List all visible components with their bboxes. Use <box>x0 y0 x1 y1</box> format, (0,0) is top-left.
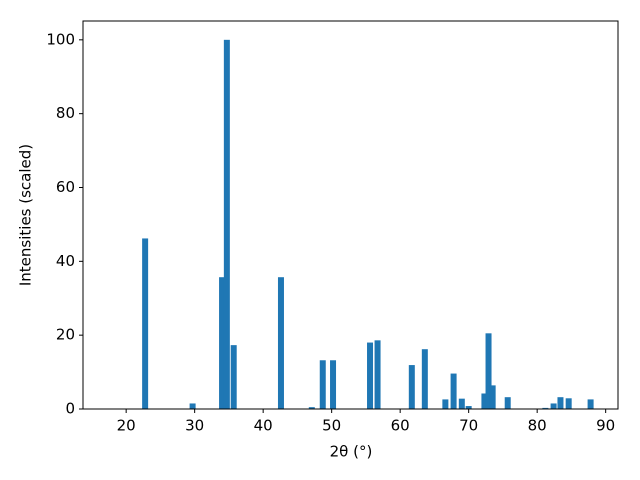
bar <box>408 365 415 409</box>
bar <box>223 39 230 409</box>
bar <box>485 333 492 409</box>
bar <box>374 340 381 409</box>
bar <box>481 393 488 409</box>
x-tick-label: 40 <box>254 417 273 435</box>
y-tick-label: 40 <box>56 252 75 270</box>
x-tick-label: 20 <box>117 417 136 435</box>
x-tick-label: 80 <box>528 417 547 435</box>
bar <box>465 406 472 409</box>
y-tick-label: 20 <box>56 326 75 344</box>
bar <box>308 407 315 409</box>
bar <box>450 373 457 409</box>
bar <box>319 360 326 409</box>
x-tick-label: 90 <box>596 417 615 435</box>
bar <box>421 349 428 409</box>
bar <box>565 398 572 409</box>
bar <box>550 403 557 409</box>
x-axis-label: 2θ (°) <box>330 443 373 461</box>
x-tick-label: 30 <box>185 417 204 435</box>
y-tick-label: 80 <box>56 104 75 122</box>
y-tick-label: 0 <box>65 400 75 418</box>
y-tick-label: 100 <box>46 30 75 48</box>
bar <box>458 398 465 409</box>
bar <box>219 277 226 409</box>
bar <box>442 399 449 409</box>
bar <box>542 407 549 409</box>
x-tick-label: 70 <box>459 417 478 435</box>
x-tick-label: 50 <box>322 417 341 435</box>
bar <box>587 399 594 409</box>
bar <box>230 345 237 409</box>
bar <box>277 277 284 409</box>
x-tick-label: 60 <box>391 417 410 435</box>
bar <box>330 360 337 409</box>
bar <box>504 397 511 409</box>
bar <box>489 385 496 409</box>
bar <box>142 238 149 409</box>
y-tick-label: 60 <box>56 178 75 196</box>
y-axis-label: Intensities (scaled) <box>17 144 35 286</box>
plot-frame <box>82 20 619 410</box>
bar <box>557 397 564 409</box>
bar <box>189 403 196 409</box>
bar <box>367 342 374 409</box>
